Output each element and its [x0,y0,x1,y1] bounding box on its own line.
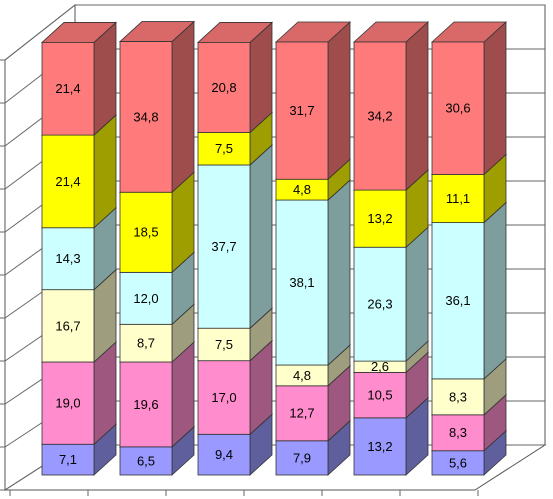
bar [119,41,173,193]
bar [275,440,329,476]
data-label: 38,1 [289,275,314,290]
bar [197,164,251,329]
data-label: 12,0 [133,291,158,306]
bar [41,443,95,476]
bar-side [405,21,429,191]
bar [353,417,407,476]
bar [41,42,95,136]
bar [353,41,407,191]
data-label: 7,9 [293,450,311,465]
data-label: 19,0 [55,396,80,411]
data-label: 4,8 [293,182,311,197]
bar [431,174,485,223]
data-label: 6,5 [137,453,155,468]
bar [353,371,407,419]
data-label: 2,6 [371,359,389,374]
data-label: 7,1 [59,452,77,467]
bar [41,289,95,363]
data-label: 21,4 [55,174,80,189]
bar [275,41,329,180]
data-label: 9,4 [215,447,233,462]
data-label: 11,1 [446,191,470,206]
bar [197,132,251,166]
grid-line [4,4,76,61]
bar [197,327,251,362]
data-label: 5,6 [449,455,467,470]
data-label: 30,6 [445,101,470,116]
bar-side [171,20,195,194]
bar [353,246,407,362]
bar [275,385,329,442]
bar [431,41,485,175]
data-label: 7,5 [215,337,233,352]
bar [431,450,485,476]
data-label: 34,8 [133,109,158,124]
data-label: 26,3 [367,297,392,312]
data-label: 10,5 [367,388,392,403]
bar-side [327,21,351,181]
bar [275,199,329,366]
data-label: 4,8 [293,368,311,383]
data-label: 20,8 [211,80,236,95]
data-label: 13,2 [367,211,392,226]
data-label: 18,5 [133,225,158,240]
data-label: 16,7 [55,318,80,333]
data-label: 8,3 [449,425,467,440]
data-label: 8,3 [449,389,467,404]
bar-side [249,144,273,330]
bar [41,361,95,445]
bar-side [405,226,429,363]
bar [41,227,95,291]
bar-side [327,179,351,366]
data-label: 19,6 [133,397,158,412]
data-label: 17,0 [211,390,236,405]
data-label: 36,1 [445,293,470,308]
data-label: 37,7 [211,239,236,254]
data-label: 31,7 [289,103,314,118]
bar [119,191,173,273]
data-label: 14,3 [55,251,80,266]
data-label: 8,7 [137,336,155,351]
data-label: 21,4 [55,81,80,96]
bar-side [483,201,507,380]
bar [431,414,485,452]
bar-side [483,21,507,176]
bar [197,360,251,435]
data-label: 13,2 [367,439,392,454]
bar [119,446,173,476]
bar [41,134,95,229]
data-label: 34,2 [367,108,392,123]
data-label: 7,5 [215,141,233,156]
data-label: 12,7 [289,406,314,421]
bar [197,42,251,133]
